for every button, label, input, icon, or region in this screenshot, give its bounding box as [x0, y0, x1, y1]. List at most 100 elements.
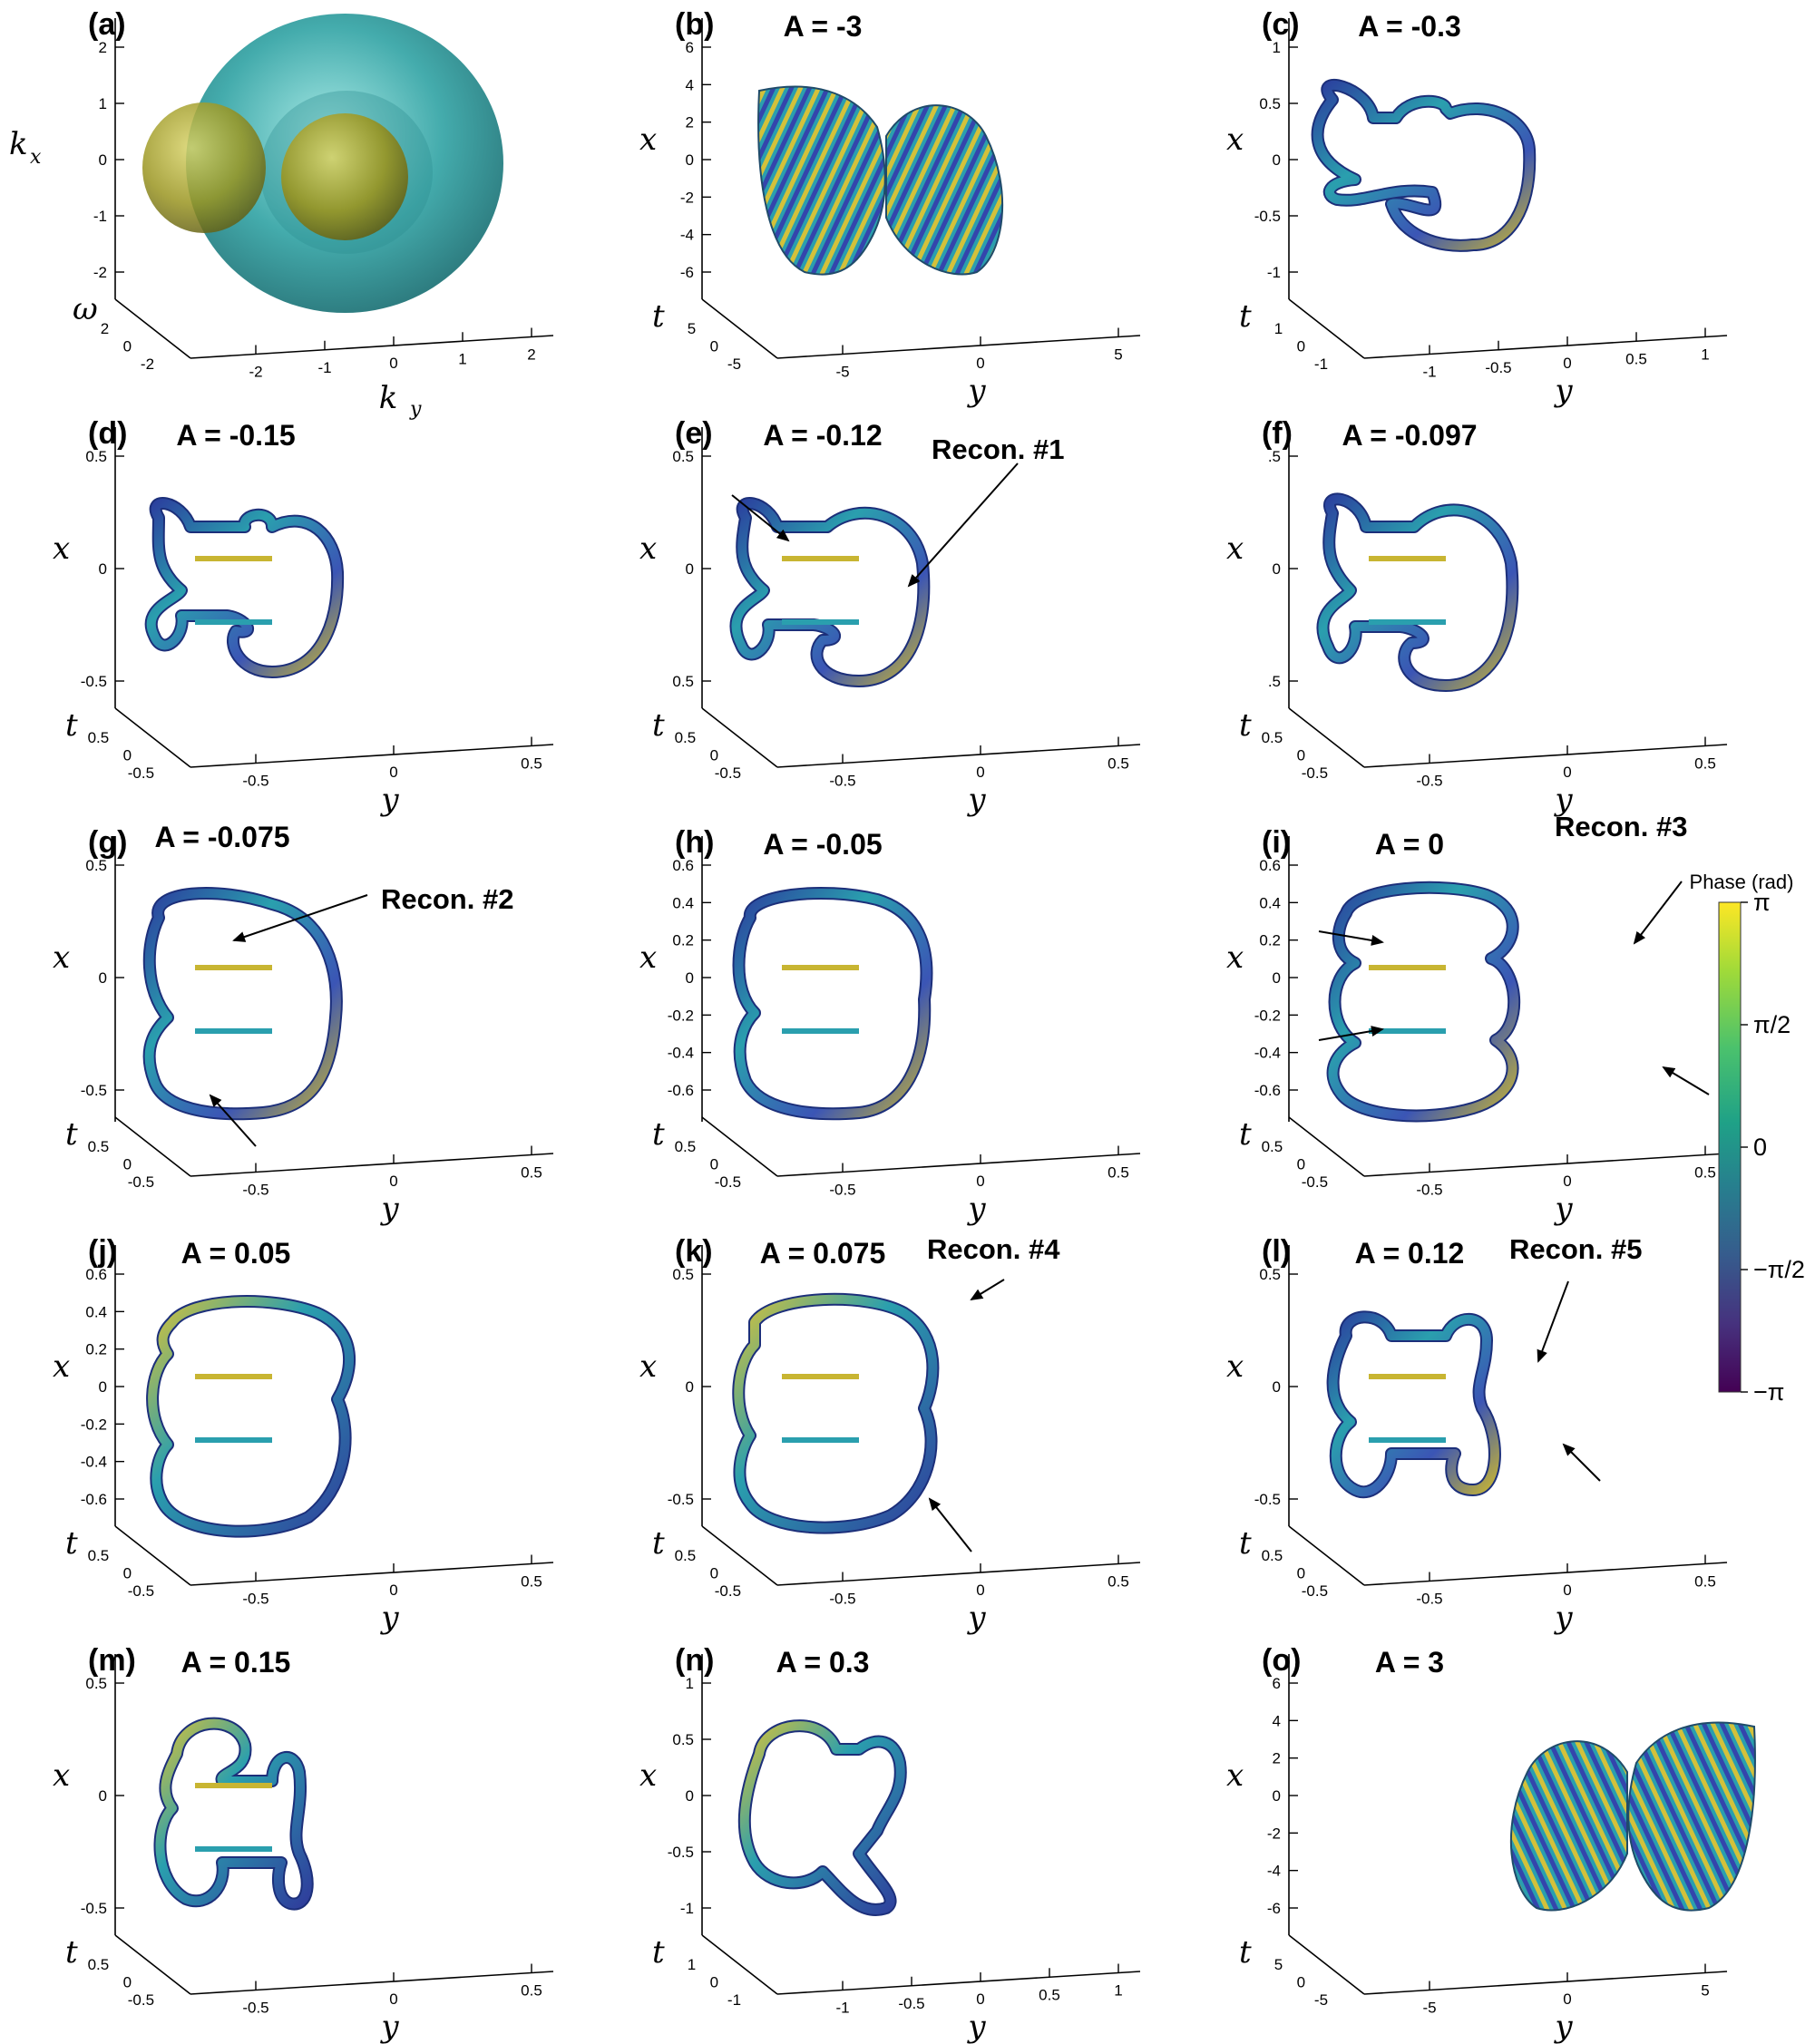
x-tick-label: -0.5 — [1254, 208, 1281, 225]
vortex-tube — [146, 499, 343, 676]
panel-graphic — [732, 1292, 940, 1534]
y-tick-label: -0.5 — [1416, 1591, 1442, 1608]
x-tick-label: -0.6 — [81, 1491, 107, 1508]
x-tick-label: -6 — [680, 264, 694, 281]
panel-title: A = -0.075 — [154, 821, 289, 853]
y-tick-label: -2 — [249, 364, 262, 381]
vortex-tube-outline — [732, 1292, 940, 1534]
panel-label: (h) — [675, 825, 714, 860]
t-axis-label: t — [1239, 707, 1252, 744]
panel-label: (c) — [1262, 7, 1300, 42]
surface-left-lobe — [1627, 1721, 1756, 1912]
t-tick-label: 5 — [1274, 1956, 1283, 1973]
y-tick-label: 0 — [389, 1582, 397, 1599]
t-tick-label: -0.5 — [1302, 764, 1328, 782]
y-axis-label: y — [379, 782, 399, 818]
y-tick-label: 0 — [1563, 1990, 1571, 2008]
panel-a: (a)210-1-220-2 -2 -1 0 1 2k xωk y — [9, 7, 554, 421]
t-axis-line — [1288, 707, 1365, 768]
x-tick-label: 0.4 — [672, 894, 694, 911]
panel-title: A = -0.097 — [1342, 419, 1477, 452]
colorbar-gradient — [1718, 901, 1742, 1393]
y-tick-label: -0.5 — [242, 1591, 268, 1608]
y-tick-label: 0.5 — [521, 1573, 542, 1591]
t-axis-line — [701, 707, 778, 768]
t-tick-label: 0 — [123, 1974, 132, 1991]
y-tick-label: -0.5 — [898, 1995, 924, 2012]
vortex-tube — [1328, 882, 1518, 1121]
t-axis-label: ω — [73, 291, 98, 327]
x-tick-label: 0 — [1273, 151, 1281, 169]
y-tick-label: -0.5 — [829, 773, 855, 790]
x-axis-label: x — [639, 939, 657, 976]
panel-label: (n) — [675, 1643, 714, 1678]
x-tick-label: -2 — [93, 264, 107, 281]
x-axis-label: x — [639, 122, 657, 158]
t-tick-label: 0.5 — [675, 729, 697, 746]
x-tick-label: -6 — [1267, 1900, 1281, 1917]
x-tick-label: 0.5 — [85, 448, 107, 465]
y-tick-label: -0.5 — [1485, 359, 1511, 376]
x-tick-label: 0.5 — [672, 673, 694, 690]
t-tick-label: 0.5 — [675, 1138, 697, 1155]
panel-label: (m) — [88, 1643, 136, 1678]
y-tick-label: -0.5 — [829, 1182, 855, 1199]
panel-label: (f) — [1262, 416, 1293, 451]
x-tick-label: 0 — [1273, 560, 1281, 578]
t-axis-line — [1288, 1934, 1365, 1995]
y-tick-label: 0.5 — [1694, 1164, 1716, 1182]
panel-graphic — [757, 85, 1004, 276]
t-tick-label: 1 — [1274, 320, 1283, 337]
x-tick-label: 0 — [99, 151, 107, 169]
panel-i: (i) A = 00.60.40.20-0.2-0.4-0.60.50-0.5 -0… — [1226, 811, 1728, 1227]
t-tick-label: -0.5 — [715, 764, 741, 782]
panel-label: (k) — [675, 1234, 713, 1269]
vortex-tube — [734, 1294, 938, 1533]
x-tick-label: 0.5 — [672, 1731, 694, 1748]
annotation-arrow — [1633, 881, 1683, 945]
x-tick-label: 1 — [686, 1675, 694, 1692]
x-axis-label: x — [1226, 1348, 1244, 1385]
panel-graphic — [1311, 79, 1537, 252]
x-tick-label: 0.5 — [85, 857, 107, 874]
y-tick-label: 0.5 — [1108, 1573, 1129, 1591]
x-tick-label: 0 — [686, 1787, 694, 1805]
x-tick-label: 6 — [686, 39, 694, 56]
annotation-arrow — [731, 494, 790, 542]
y-axis-line — [776, 1562, 1141, 1586]
x-axis-label: x — [639, 1757, 657, 1794]
y-axis-label: k — [379, 380, 398, 416]
x-tick-label: -0.5 — [1254, 1491, 1281, 1508]
y-tick-label: 0 — [1563, 1582, 1571, 1599]
vortex-tube — [1318, 494, 1517, 690]
y-tick-label: 0.5 — [1694, 755, 1716, 773]
y-tick-label: 0 — [976, 764, 984, 781]
y-axis-label: y — [966, 373, 986, 409]
panel-title: A = 0.15 — [181, 1646, 291, 1679]
annotation-arrow — [1537, 1280, 1569, 1363]
y-tick-label: -0.5 — [829, 1591, 855, 1608]
y-axis-line — [776, 1971, 1141, 1995]
t-tick-label: -1 — [727, 1991, 741, 2009]
t-axis-label: t — [1239, 1525, 1252, 1562]
y-axis-label: y — [966, 1600, 986, 1636]
y-tick-label: -0.5 — [242, 2000, 268, 2017]
x-axis-label: x — [53, 1348, 70, 1385]
t-axis-label: t — [1239, 1116, 1252, 1153]
reconnection-label: Recon. #3 — [1555, 811, 1687, 842]
t-axis-label: t — [1239, 298, 1252, 335]
t-axis-line — [114, 1934, 191, 1995]
y-axis-line — [1363, 1153, 1728, 1177]
x-tick-label: -4 — [1267, 1863, 1281, 1880]
annotation-arrow — [232, 894, 368, 942]
t-axis-line — [701, 1934, 778, 1995]
panel-title: A = -0.05 — [763, 828, 882, 861]
y-tick-label: 1 — [1701, 346, 1709, 364]
t-tick-label: 0 — [710, 1565, 718, 1582]
panel-title: A = 0 — [1375, 828, 1444, 861]
